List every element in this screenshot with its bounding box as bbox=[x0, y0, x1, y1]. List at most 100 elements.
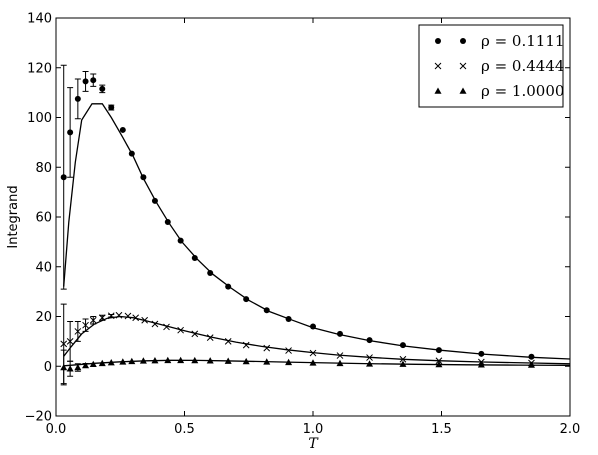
data-point-series-1 bbox=[128, 150, 135, 157]
data-point-series-2 bbox=[107, 312, 115, 320]
data-point-series-1 bbox=[399, 342, 406, 349]
data-point-series-2 bbox=[263, 344, 271, 352]
y-tick-label: 80 bbox=[35, 161, 52, 176]
data-point-series-3 bbox=[119, 358, 127, 365]
data-point-series-3 bbox=[128, 357, 136, 365]
data-point-series-2 bbox=[224, 338, 232, 345]
legend-label: ρ = 1.0000 bbox=[481, 82, 564, 100]
data-point-series-1 bbox=[310, 323, 316, 330]
data-point-series-1 bbox=[263, 307, 270, 314]
x-tick-label: 2.0 bbox=[560, 422, 581, 437]
legend: ρ = 0.1111 ρ = 0.4444 ρ = 1.0000 bbox=[418, 24, 564, 108]
x-tick-label: 1.5 bbox=[431, 422, 452, 437]
data-point-series-1 bbox=[225, 283, 232, 290]
data-point-series-2 bbox=[206, 334, 214, 341]
data-point-series-1 bbox=[90, 77, 97, 84]
y-tick-label: 40 bbox=[35, 260, 52, 275]
data-markers bbox=[60, 77, 535, 372]
data-point-series-3 bbox=[242, 357, 250, 365]
data-point-series-2 bbox=[242, 341, 250, 349]
data-point-series-3 bbox=[527, 361, 535, 368]
plot-frame bbox=[55, 17, 571, 417]
data-point-series-2 bbox=[141, 316, 149, 324]
data-point-series-2 bbox=[309, 349, 317, 357]
data-point-series-2 bbox=[399, 355, 407, 363]
data-point-series-3 bbox=[285, 358, 293, 366]
data-point-series-1 bbox=[99, 85, 106, 92]
data-point-series-2 bbox=[435, 357, 443, 365]
y-tick-label: 60 bbox=[35, 211, 52, 226]
data-point-series-2 bbox=[74, 328, 82, 335]
data-point-series-3 bbox=[366, 360, 374, 367]
data-point-series-1 bbox=[207, 269, 214, 276]
error-bars bbox=[60, 64, 115, 386]
data-point-series-1 bbox=[366, 337, 373, 344]
data-point-series-2 bbox=[82, 321, 89, 329]
data-point-series-2 bbox=[89, 316, 97, 324]
data-point-series-1 bbox=[151, 197, 158, 204]
fit-line-series-2 bbox=[63, 315, 571, 365]
data-point-series-1 bbox=[82, 78, 89, 85]
data-point-series-2 bbox=[66, 338, 74, 345]
x-axis-label: T bbox=[308, 436, 319, 452]
data-point-series-1 bbox=[60, 174, 67, 181]
y-tick-label: −20 bbox=[25, 410, 52, 425]
data-point-series-3 bbox=[139, 357, 147, 364]
legend-label: ρ = 0.1111 bbox=[481, 32, 564, 50]
data-point-series-1 bbox=[164, 218, 171, 225]
legend-marker bbox=[434, 87, 442, 94]
data-point-series-3 bbox=[309, 359, 317, 366]
data-point-series-3 bbox=[151, 357, 159, 364]
fit-line-series-3 bbox=[63, 359, 571, 367]
data-point-series-2 bbox=[163, 323, 170, 331]
legend-marker bbox=[460, 38, 466, 44]
data-point-series-2 bbox=[60, 340, 68, 348]
data-point-series-3 bbox=[477, 361, 485, 368]
y-tick-label: 120 bbox=[27, 61, 52, 76]
data-point-series-3 bbox=[74, 363, 82, 371]
fit-line-series-1 bbox=[63, 103, 571, 360]
legend-marker bbox=[459, 87, 467, 94]
data-point-series-2 bbox=[98, 314, 106, 322]
legend-box bbox=[418, 24, 564, 108]
data-point-series-3 bbox=[191, 356, 199, 364]
legend-label: ρ = 0.4444 bbox=[481, 57, 564, 75]
data-point-series-2 bbox=[132, 314, 140, 322]
data-point-series-1 bbox=[177, 237, 184, 244]
data-point-series-3 bbox=[336, 359, 344, 367]
data-point-series-1 bbox=[435, 347, 442, 354]
data-point-series-3 bbox=[82, 362, 90, 369]
data-point-series-2 bbox=[177, 326, 184, 334]
data-point-series-1 bbox=[140, 174, 147, 181]
legend-marker bbox=[459, 62, 467, 70]
tick-labels: 0.0 0.5 1.0 1.5 2.0 −20 0 20 40 60 80 100 120 140 bbox=[25, 12, 581, 438]
y-tick-label: 100 bbox=[27, 111, 52, 126]
data-point-series-2 bbox=[115, 311, 123, 319]
data-point-series-1 bbox=[243, 296, 250, 303]
data-point-series-3 bbox=[206, 357, 214, 364]
data-point-series-3 bbox=[224, 357, 232, 364]
x-tick-label: 0.5 bbox=[174, 422, 195, 437]
y-axis-label: Integrand bbox=[6, 185, 21, 248]
data-point-series-2 bbox=[151, 320, 159, 328]
fit-lines bbox=[63, 103, 571, 367]
data-point-series-3 bbox=[66, 365, 74, 372]
data-point-series-3 bbox=[263, 358, 271, 365]
data-point-series-1 bbox=[67, 129, 74, 136]
y-tick-label: 140 bbox=[27, 12, 52, 27]
y-tick-label: 20 bbox=[35, 310, 52, 325]
data-point-series-1 bbox=[191, 255, 198, 262]
data-point-series-3 bbox=[399, 360, 407, 367]
data-point-series-1 bbox=[285, 315, 292, 322]
data-point-series-1 bbox=[478, 350, 485, 357]
legend-marker bbox=[435, 38, 441, 44]
data-point-series-3 bbox=[107, 359, 115, 366]
data-point-series-1 bbox=[74, 95, 81, 102]
data-point-series-3 bbox=[435, 361, 443, 368]
x-tick-label: 1.0 bbox=[303, 422, 324, 437]
data-point-series-1 bbox=[108, 104, 115, 111]
data-point-series-2 bbox=[336, 352, 344, 359]
data-point-series-3 bbox=[164, 356, 172, 364]
data-point-series-3 bbox=[98, 359, 106, 367]
